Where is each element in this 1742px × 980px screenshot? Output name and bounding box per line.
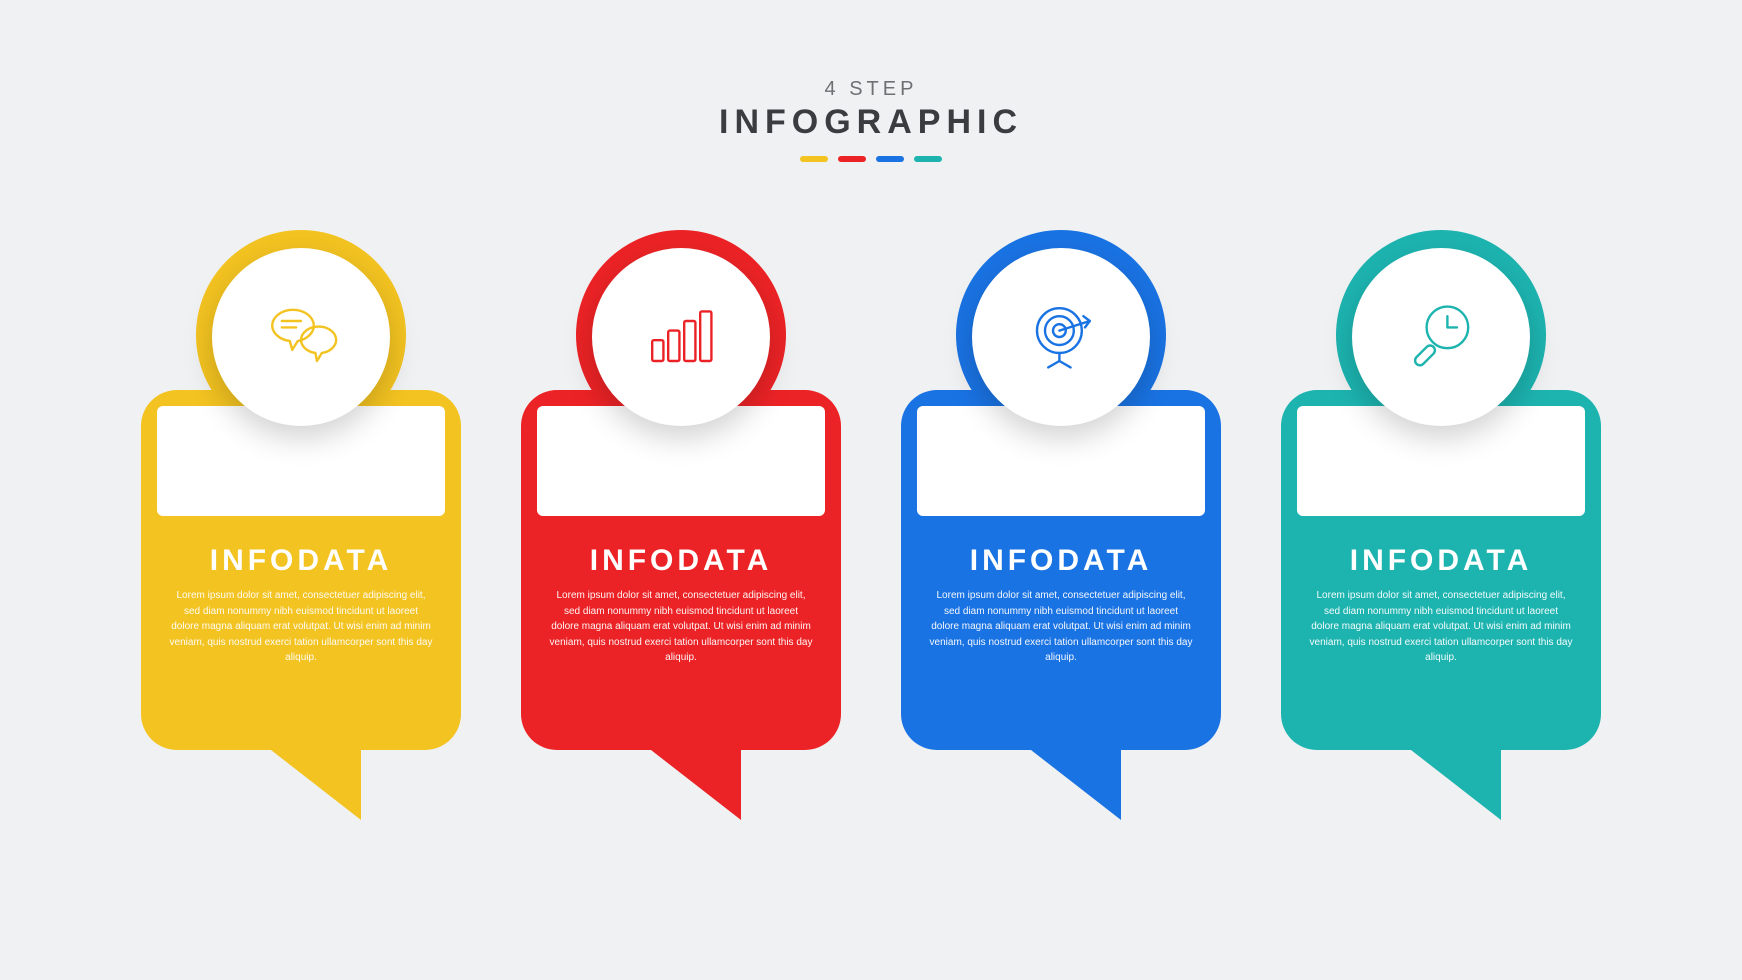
step-card-3: INFODATA Lorem ipsum dolor sit amet, con… bbox=[901, 230, 1221, 820]
header-title: INFOGRAPHIC bbox=[0, 103, 1742, 142]
card-icon-circle bbox=[1352, 248, 1530, 426]
card-description: Lorem ipsum dolor sit amet, consectetuer… bbox=[929, 588, 1193, 666]
step-card-1: INFODATA Lorem ipsum dolor sit amet, con… bbox=[141, 230, 461, 820]
card-title: INFODATA bbox=[1309, 544, 1573, 578]
card-title: INFODATA bbox=[929, 544, 1193, 578]
card-title: INFODATA bbox=[549, 544, 813, 578]
card-text: INFODATA Lorem ipsum dolor sit amet, con… bbox=[901, 526, 1221, 666]
card-description: Lorem ipsum dolor sit amet, consectetuer… bbox=[549, 588, 813, 666]
step-card-4: INFODATA Lorem ipsum dolor sit amet, con… bbox=[1281, 230, 1601, 820]
cards-row: INFODATA Lorem ipsum dolor sit amet, con… bbox=[0, 230, 1742, 820]
dash-3 bbox=[876, 156, 904, 162]
card-description: Lorem ipsum dolor sit amet, consectetuer… bbox=[1309, 588, 1573, 666]
header: 4 STEP INFOGRAPHIC bbox=[0, 78, 1742, 162]
card-text: INFODATA Lorem ipsum dolor sit amet, con… bbox=[521, 526, 841, 666]
dash-1 bbox=[800, 156, 828, 162]
dash-2 bbox=[838, 156, 866, 162]
target-icon bbox=[1021, 297, 1101, 377]
card-icon-circle bbox=[972, 248, 1150, 426]
card-text: INFODATA Lorem ipsum dolor sit amet, con… bbox=[1281, 526, 1601, 666]
bar-chart-icon bbox=[641, 297, 721, 377]
card-text: INFODATA Lorem ipsum dolor sit amet, con… bbox=[141, 526, 461, 666]
header-subtitle: 4 STEP bbox=[0, 78, 1742, 101]
card-description: Lorem ipsum dolor sit amet, consectetuer… bbox=[169, 588, 433, 666]
card-icon-circle bbox=[212, 248, 390, 426]
step-card-2: INFODATA Lorem ipsum dolor sit amet, con… bbox=[521, 230, 841, 820]
card-title: INFODATA bbox=[169, 544, 433, 578]
dash-4 bbox=[914, 156, 942, 162]
card-icon-circle bbox=[592, 248, 770, 426]
chat-bubbles-icon bbox=[261, 297, 341, 377]
header-accent-dashes bbox=[0, 156, 1742, 162]
magnifier-clock-icon bbox=[1401, 297, 1481, 377]
